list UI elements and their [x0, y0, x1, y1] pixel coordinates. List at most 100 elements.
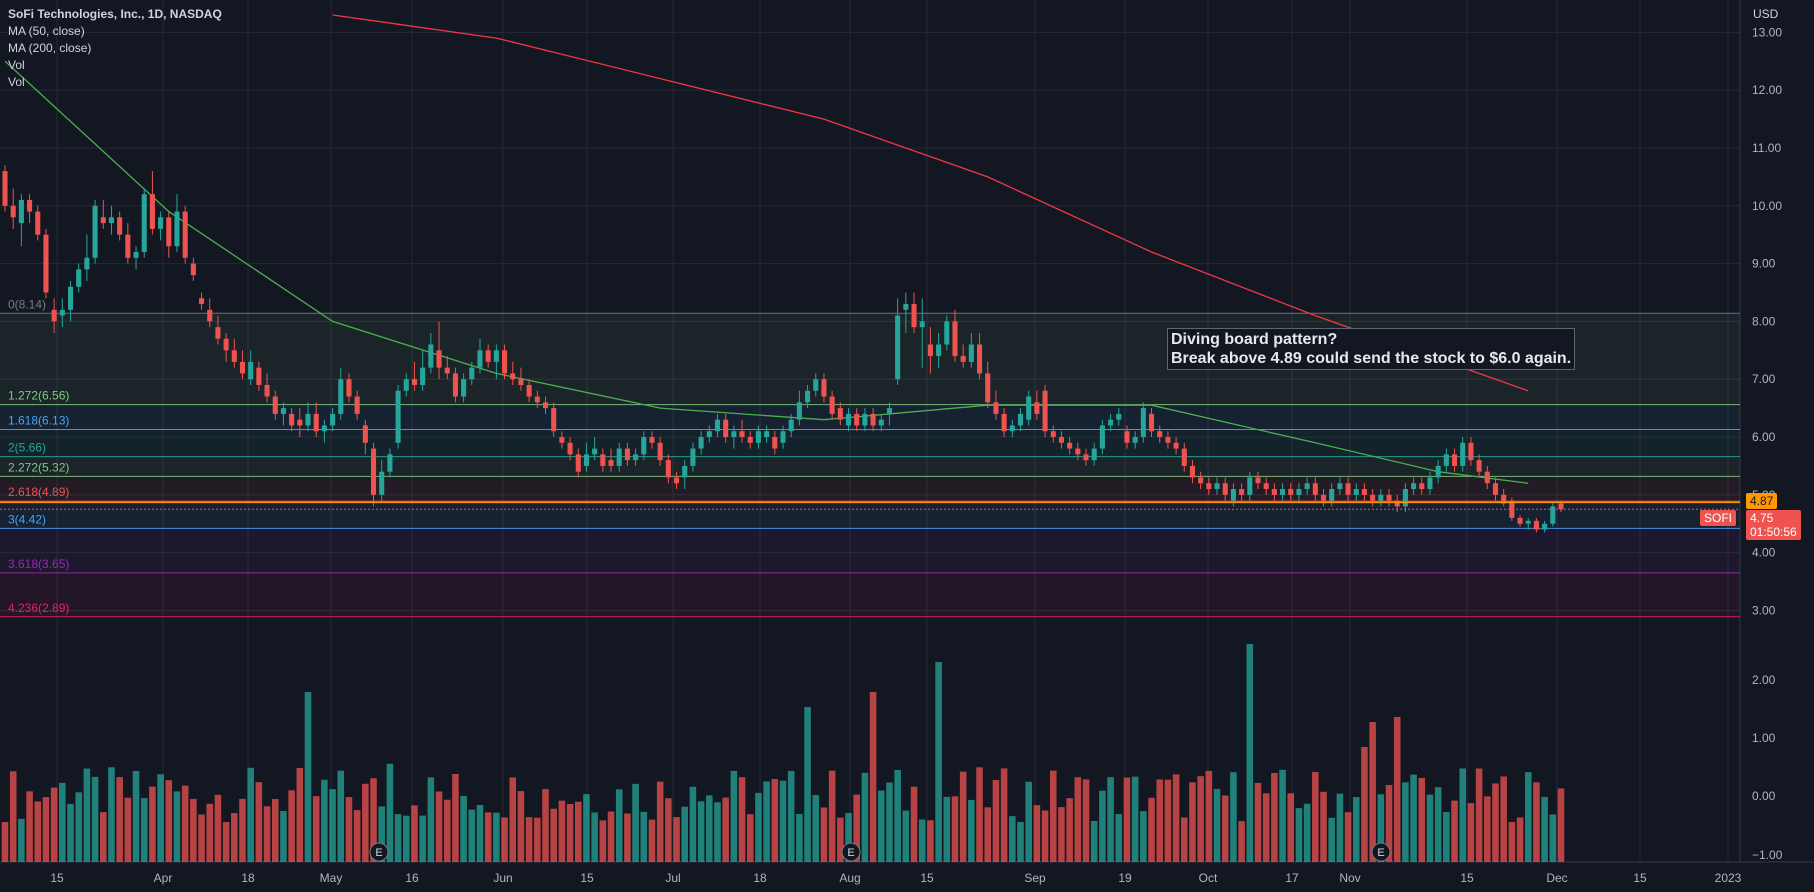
- candle-body: [845, 413, 852, 426]
- candle: [502, 344, 508, 380]
- candle-body: [739, 431, 745, 438]
- volume-bar: [755, 792, 762, 862]
- volume-bar: [959, 771, 967, 862]
- candle-body: [133, 252, 139, 258]
- volume-bar: [714, 802, 721, 862]
- candle-body: [485, 350, 491, 362]
- candle: [1484, 465, 1490, 490]
- candle: [1247, 471, 1253, 501]
- volume-bar: [1369, 722, 1376, 862]
- candle-body: [1017, 413, 1024, 426]
- candle-body: [911, 304, 917, 328]
- fib-label: 0(8.14): [8, 297, 46, 311]
- candle: [354, 390, 360, 420]
- candle-body: [1099, 425, 1105, 449]
- candle-body: [387, 454, 393, 472]
- time-tick-label: 15: [1633, 871, 1647, 885]
- volume-bars: [1, 644, 1565, 862]
- volume-bar: [1467, 803, 1475, 862]
- candle: [1345, 477, 1351, 501]
- fib-band: [0, 456, 1740, 477]
- earnings-label: E: [847, 847, 854, 859]
- candle-body: [1189, 465, 1196, 478]
- candle-body: [805, 390, 811, 403]
- volume-bar: [1140, 811, 1147, 862]
- candle: [706, 425, 712, 443]
- candle: [1075, 442, 1081, 461]
- volume-bar: [1041, 810, 1049, 862]
- candle-body: [1337, 483, 1343, 490]
- time-tick-label: 19: [1118, 871, 1132, 885]
- volume-bar: [50, 787, 58, 862]
- volume-bar: [1049, 770, 1057, 862]
- candle-body: [1001, 413, 1007, 432]
- fib-band: [0, 501, 1740, 529]
- candle: [960, 344, 966, 368]
- volume-bar: [1459, 768, 1467, 862]
- candle-body: [919, 321, 925, 328]
- volume-bar: [181, 785, 189, 862]
- volume-legend-2[interactable]: Vol: [8, 75, 25, 89]
- candle-body: [117, 217, 123, 235]
- time-tick-label: Nov: [1339, 871, 1360, 885]
- candle-body: [174, 211, 180, 247]
- candle: [854, 408, 860, 432]
- candle: [1337, 477, 1343, 495]
- candle-body: [59, 309, 65, 316]
- candle-body: [43, 234, 49, 293]
- volume-bar: [525, 817, 533, 862]
- chart-annotation[interactable]: Diving board pattern? Break above 4.89 c…: [1167, 328, 1576, 370]
- candle-body: [1271, 489, 1277, 495]
- volume-bar: [796, 813, 803, 862]
- candle: [469, 361, 475, 385]
- candle-body: [1075, 448, 1081, 455]
- volume-bar: [1434, 787, 1442, 862]
- candle: [100, 199, 106, 229]
- candle-body: [878, 419, 884, 426]
- volume-bar: [624, 813, 631, 862]
- candle-body: [1320, 494, 1327, 501]
- volume-bar: [656, 781, 664, 862]
- candle-body: [354, 396, 360, 414]
- fib-label: 3(4.42): [8, 512, 46, 526]
- candle-body: [256, 367, 262, 385]
- candle-body: [1067, 442, 1073, 449]
- candle-body: [305, 413, 311, 426]
- ma50-legend[interactable]: MA (50, close): [8, 24, 85, 38]
- volume-bar: [427, 777, 435, 862]
- volume-bar: [722, 797, 729, 862]
- volume-bar: [886, 782, 893, 862]
- candle-body: [895, 315, 901, 380]
- candle-body: [108, 217, 115, 224]
- volume-bar: [1213, 788, 1221, 862]
- time-tick-label: 17: [1285, 871, 1299, 885]
- volume-bar: [214, 794, 222, 862]
- volume-bar: [1361, 747, 1368, 862]
- candle-body: [420, 367, 426, 385]
- candle: [452, 367, 458, 403]
- volume-bar: [1541, 796, 1548, 862]
- candle-body: [747, 437, 753, 443]
- candle: [624, 442, 630, 466]
- volume-bar: [493, 812, 500, 862]
- candle-body: [1443, 454, 1449, 466]
- ma200-legend[interactable]: MA (200, close): [8, 41, 92, 55]
- candle-body: [1296, 489, 1302, 495]
- earnings-icon: [841, 842, 861, 862]
- candle-body: [1083, 454, 1089, 461]
- volume-bar: [501, 817, 508, 862]
- volume-bar: [1, 822, 9, 862]
- volume-legend[interactable]: Vol: [8, 58, 25, 72]
- volume-bar: [1099, 790, 1106, 862]
- volume-bar: [263, 806, 271, 862]
- price-axis: 13.0012.0011.0010.009.008.007.006.005.00…: [1752, 25, 1783, 862]
- candle: [190, 257, 196, 281]
- volume-bar: [1557, 788, 1565, 862]
- candle-body: [1533, 520, 1539, 530]
- candle-body: [551, 408, 557, 432]
- candle: [1198, 471, 1204, 490]
- candle: [387, 448, 393, 478]
- ticker-badge[interactable]: SOFI: [1700, 510, 1737, 526]
- candle-body: [1173, 442, 1179, 449]
